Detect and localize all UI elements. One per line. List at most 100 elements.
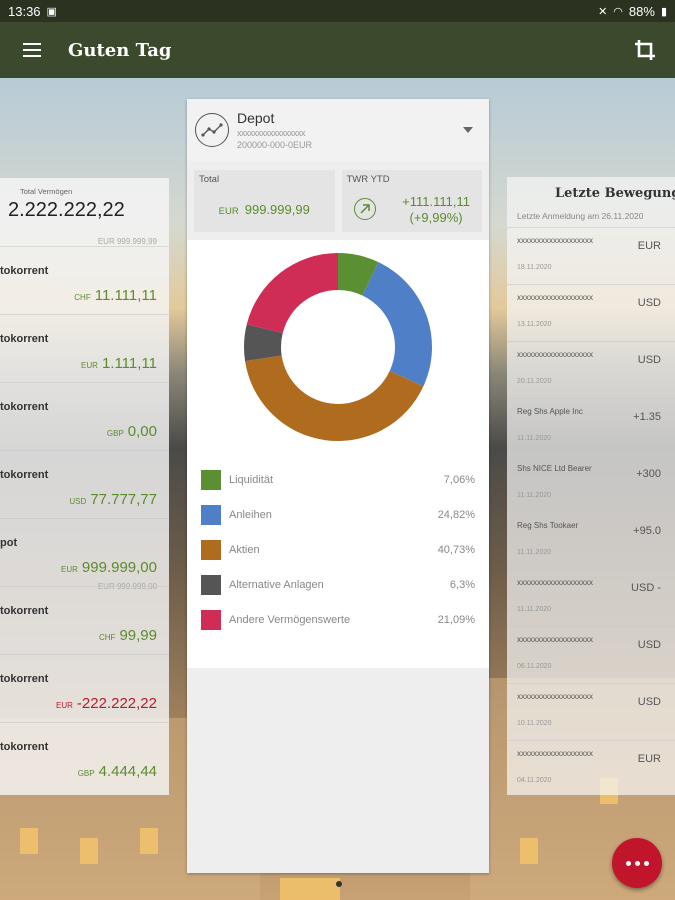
account-row[interactable]: tokorrent EUR 1.111,11 bbox=[0, 314, 169, 380]
depot-card: Depot xxxxxxxxxxxxxxxxx 200000-000-0EUR … bbox=[187, 99, 489, 873]
account-row[interactable]: tokorrent EUR -222.222,22 bbox=[0, 654, 169, 720]
account-balance: CHF 99,99 bbox=[99, 627, 157, 644]
movement-amount: EUR bbox=[637, 753, 661, 765]
hamburger-menu-icon[interactable] bbox=[4, 22, 60, 78]
movement-amount: USD bbox=[637, 354, 661, 366]
account-amount: 77.777,77 bbox=[90, 491, 157, 508]
account-amount: 0,00 bbox=[127, 423, 157, 440]
movement-name: Reg Shs Apple Inc bbox=[517, 407, 583, 416]
movement-name: xxxxxxxxxxxxxxxxxxx bbox=[517, 350, 593, 359]
total-assets-card[interactable]: Total Vermögen 2.222.222,22 EUR 999.999,… bbox=[0, 178, 169, 795]
legend-item[interactable]: Alternative Anlagen 6,3% bbox=[201, 567, 475, 602]
donut-slice-1[interactable] bbox=[362, 262, 432, 387]
movement-row[interactable]: xxxxxxxxxxxxxxxxxxx USD 13.11.2020 bbox=[507, 284, 675, 341]
movement-row[interactable]: Reg Shs Apple Inc +1.35 11.11.2020 bbox=[507, 398, 675, 455]
total-currency: EUR bbox=[218, 206, 239, 217]
depot-number: 200000-000-0EUR bbox=[237, 140, 313, 150]
account-currency: CHF bbox=[74, 293, 91, 302]
account-row[interactable]: tokorrent CHF 11.111,11 bbox=[0, 246, 169, 312]
movement-amount: EUR bbox=[637, 240, 661, 252]
legend-percent: 24,82% bbox=[437, 508, 475, 521]
more-actions-button[interactable] bbox=[612, 838, 662, 888]
legend-item[interactable]: Liquidität 7,06% bbox=[201, 462, 475, 497]
dot-icon bbox=[625, 860, 631, 866]
allocation-legend: Liquidität 7,06% Anleihen 24,82% Aktien 40,73… bbox=[201, 462, 475, 637]
crop-icon[interactable] bbox=[633, 38, 657, 62]
account-amount: 4.444,44 bbox=[98, 763, 157, 780]
donut-slice-2[interactable] bbox=[245, 355, 424, 441]
movement-name: xxxxxxxxxxxxxxxxxxx bbox=[517, 578, 593, 587]
last-login-text: Letzte Anmeldung am 26.11.2020 bbox=[517, 211, 644, 221]
movement-name: xxxxxxxxxxxxxxxxxxx bbox=[517, 749, 593, 758]
movement-row[interactable]: xxxxxxxxxxxxxxxxxxx USD 06.11.2020 bbox=[507, 626, 675, 683]
movement-date: 13.11.2020 bbox=[517, 321, 552, 328]
account-currency: EUR bbox=[56, 701, 73, 710]
movement-date: 11.11.2020 bbox=[517, 606, 551, 613]
account-row[interactable]: tokorrent GBP 0,00 bbox=[0, 382, 169, 448]
account-balance: EUR -222.222,22 bbox=[56, 695, 157, 712]
account-name: tokorrent bbox=[0, 265, 49, 277]
legend-name: Liquidität bbox=[229, 473, 274, 486]
battery-level: 88% bbox=[628, 3, 655, 19]
page-title: Guten Tag bbox=[68, 39, 172, 61]
depot-masked-name: xxxxxxxxxxxxxxxxx bbox=[237, 128, 306, 138]
dot-icon bbox=[634, 860, 640, 866]
movement-row[interactable]: xxxxxxxxxxxxxxxxxxx USD - 11.11.2020 bbox=[507, 569, 675, 626]
account-currency: GBP bbox=[77, 769, 95, 778]
account-name: tokorrent bbox=[0, 333, 49, 345]
movement-name: xxxxxxxxxxxxxxxxxxx bbox=[517, 236, 593, 245]
legend-swatch bbox=[201, 504, 221, 525]
total-assets-sub: EUR 999.999,99 bbox=[97, 237, 157, 246]
movement-date: 20.11.2020 bbox=[517, 378, 552, 385]
account-balance: EUR 999.999,00 bbox=[61, 559, 157, 576]
movement-row[interactable]: xxxxxxxxxxxxxxxxxxx EUR 04.11.2020 bbox=[507, 740, 675, 795]
account-balance: GBP 4.444,44 bbox=[78, 763, 157, 780]
movement-row[interactable]: Reg Shs Tookaer +95.0 11.11.2020 bbox=[507, 512, 675, 569]
legend-item[interactable]: Aktien 40,73% bbox=[201, 532, 475, 567]
account-row[interactable]: tokorrent GBP 4.444,44 bbox=[0, 722, 169, 788]
movement-date: 10.11.2020 bbox=[517, 720, 552, 727]
allocation-panel: Liquidität 7,06% Anleihen 24,82% Aktien 40,73… bbox=[187, 240, 489, 668]
total-label: Total bbox=[199, 174, 220, 185]
account-amount: -222.222,22 bbox=[76, 695, 157, 712]
movement-amount: USD bbox=[637, 639, 661, 651]
account-balance: USD 77.777,77 bbox=[69, 491, 157, 508]
legend-name: Aktien bbox=[229, 543, 260, 556]
donut-slice-0[interactable] bbox=[338, 253, 379, 296]
wifi-icon: ◠ bbox=[613, 5, 623, 18]
legend-name: Anleihen bbox=[229, 508, 272, 521]
legend-item[interactable]: Andere Vermögenswerte 21,09% bbox=[201, 602, 475, 637]
donut-slice-4[interactable] bbox=[246, 253, 338, 334]
movement-row[interactable]: Shs NICE Ltd Bearer +300 11.11.2020 bbox=[507, 455, 675, 512]
account-balance: EUR 1.111,11 bbox=[81, 355, 157, 372]
arrow-up-right-icon bbox=[353, 198, 376, 220]
account-currency: EUR bbox=[61, 565, 78, 574]
total-assets-label: Total Vermögen bbox=[20, 187, 73, 196]
movement-row[interactable]: xxxxxxxxxxxxxxxxxxx USD 10.11.2020 bbox=[507, 683, 675, 740]
account-name: tokorrent bbox=[0, 469, 49, 481]
legend-item[interactable]: Anleihen 24,82% bbox=[201, 497, 475, 532]
legend-name: Andere Vermögenswerte bbox=[229, 613, 351, 626]
movement-amount: USD bbox=[637, 297, 661, 309]
movement-name: xxxxxxxxxxxxxxxxxxx bbox=[517, 293, 593, 302]
legend-swatch bbox=[201, 539, 221, 560]
movement-row[interactable]: xxxxxxxxxxxxxxxxxxx USD 20.11.2020 bbox=[507, 341, 675, 398]
movement-name: xxxxxxxxxxxxxxxxxxx bbox=[517, 635, 593, 644]
account-currency: CHF bbox=[99, 633, 116, 642]
account-currency: GBP bbox=[106, 429, 124, 438]
account-row[interactable]: tokorrent CHF 99,99 bbox=[0, 586, 169, 652]
twr-value: +111.111,11 bbox=[402, 194, 470, 209]
movement-date: 06.11.2020 bbox=[517, 663, 552, 670]
gallery-icon: ▣ bbox=[46, 5, 57, 18]
donut-slice-3[interactable] bbox=[244, 324, 283, 362]
movement-date: 18.11.2020 bbox=[517, 264, 552, 271]
chevron-down-icon[interactable] bbox=[463, 127, 473, 133]
account-row[interactable]: tokorrent USD 77.777,77 bbox=[0, 450, 169, 516]
recent-movements-card[interactable]: Letzte Bewegung Letzte Anmeldung am 26.1… bbox=[507, 177, 675, 795]
legend-percent: 6,3% bbox=[449, 578, 475, 591]
account-row[interactable]: pot EUR 999.999,00 EUR 999.999,00 bbox=[0, 518, 169, 591]
depot-selector[interactable]: Depot xxxxxxxxxxxxxxxxx 200000-000-0EUR bbox=[187, 99, 489, 161]
movement-name: xxxxxxxxxxxxxxxxxxx bbox=[517, 692, 593, 701]
movement-date: 04.11.2020 bbox=[517, 777, 552, 784]
movement-row[interactable]: xxxxxxxxxxxxxxxxxxx EUR 18.11.2020 bbox=[507, 227, 675, 284]
